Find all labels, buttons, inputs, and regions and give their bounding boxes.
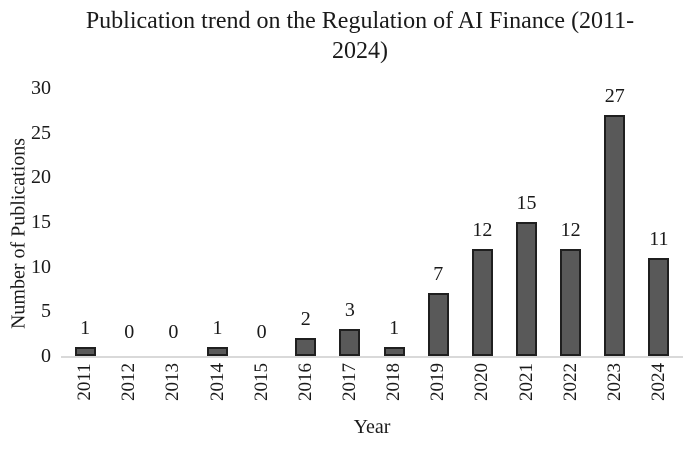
x-tick-label: 2023 bbox=[603, 363, 625, 401]
x-tick-label: 2013 bbox=[162, 363, 184, 401]
bar-2024 bbox=[648, 257, 670, 356]
x-axis-line bbox=[61, 356, 683, 358]
x-axis-title: Year bbox=[353, 416, 391, 438]
y-tick-label: 25 bbox=[31, 121, 51, 144]
bar-value-label: 0 bbox=[124, 321, 135, 343]
x-tick-label: 2011 bbox=[74, 363, 96, 401]
bar-2017 bbox=[339, 329, 361, 356]
bar-value-label: 12 bbox=[472, 218, 493, 241]
x-tick-label: 2024 bbox=[647, 363, 669, 401]
y-tick-label: 0 bbox=[41, 345, 51, 367]
x-tick-label: 2014 bbox=[206, 363, 228, 401]
bar-2023 bbox=[604, 114, 626, 356]
bar-2016 bbox=[295, 338, 317, 356]
bar-2019 bbox=[427, 293, 449, 356]
bar-value-label: 2 bbox=[300, 308, 311, 331]
x-tick-label: 2022 bbox=[559, 363, 581, 401]
x-tick-label: 2020 bbox=[471, 363, 493, 401]
bar-value-label: 1 bbox=[212, 317, 223, 340]
x-tick-label: 2015 bbox=[250, 363, 272, 401]
bar-value-label: 15 bbox=[516, 192, 537, 214]
x-tick-label: 2021 bbox=[515, 363, 537, 401]
x-tick-label: 2012 bbox=[118, 363, 140, 401]
bar-value-label: 1 bbox=[80, 317, 91, 340]
x-tick-label: 2017 bbox=[338, 363, 360, 401]
chart-title: Publication trend on the Regulation of A… bbox=[85, 8, 635, 64]
y-tick-label: 20 bbox=[31, 166, 51, 189]
bar-2020 bbox=[471, 248, 493, 356]
bar-2022 bbox=[560, 248, 582, 356]
bar-value-label: 0 bbox=[256, 321, 267, 343]
y-tick-label: 15 bbox=[31, 211, 51, 233]
bar-value-label: 0 bbox=[168, 321, 179, 343]
bar-value-label: 11 bbox=[649, 227, 669, 250]
bar-value-label: 27 bbox=[604, 84, 625, 107]
x-tick-label: 2016 bbox=[294, 363, 316, 401]
bar-2018 bbox=[383, 347, 405, 356]
bar-2014 bbox=[207, 347, 228, 356]
y-tick-label: 5 bbox=[41, 300, 51, 323]
x-tick-label: 2019 bbox=[427, 363, 449, 401]
bar-2011 bbox=[74, 347, 96, 356]
bar-value-label: 7 bbox=[433, 263, 444, 286]
x-tick-label: 2018 bbox=[383, 363, 405, 401]
bar-value-label: 3 bbox=[344, 299, 355, 322]
y-tick-label: 30 bbox=[31, 77, 51, 99]
bar-value-label: 1 bbox=[389, 317, 400, 340]
y-tick-label: 10 bbox=[31, 255, 51, 278]
bar-value-label: 12 bbox=[560, 218, 581, 241]
bar-2021 bbox=[516, 222, 537, 356]
plot-area: 0 5 10 15 20 25 30 1 2011 0 2012 0 2013 1 2014 0 2015 2 20… bbox=[31, 78, 683, 401]
